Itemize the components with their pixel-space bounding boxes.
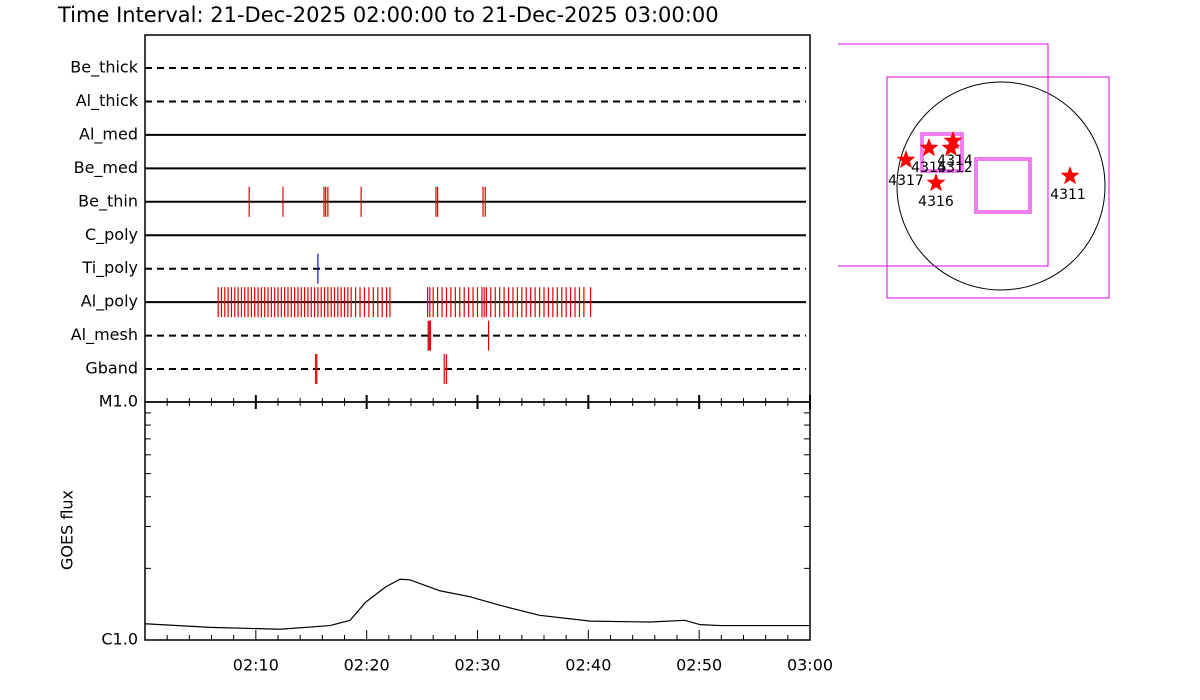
fov-box: [974, 157, 1032, 214]
fov-box: [886, 76, 1110, 299]
ar-star: [1060, 166, 1080, 185]
ar-star: [919, 138, 939, 157]
chart-title: Time Interval: 21-Dec-2025 02:00:00 to 2…: [57, 3, 719, 27]
timeline-frame: [144, 34, 811, 403]
x-tick-label: 02:30: [454, 656, 500, 675]
fov-box: [976, 159, 1030, 212]
row-label: Al_med: [79, 124, 138, 144]
ar-label: 4315: [911, 160, 947, 176]
fov-box: [922, 134, 962, 171]
ar-label: 4317: [888, 173, 924, 189]
fov-box: [838, 43, 1049, 267]
ar-label: 4316: [918, 194, 954, 210]
row-label: Ti_poly: [81, 258, 138, 278]
fov-box: [920, 132, 964, 173]
row-label: Gband: [85, 359, 138, 378]
y-tick-label: C1.0: [101, 630, 138, 649]
ar-label: 4314: [937, 153, 973, 169]
y-axis-label: GOES flux: [58, 490, 77, 570]
row-label: Al_poly: [81, 292, 138, 312]
x-tick-label: 02:50: [676, 656, 722, 675]
ar-label: 4312: [937, 160, 973, 176]
ar-star: [896, 150, 916, 169]
row-label: C_poly: [85, 225, 138, 245]
row-label: Be_med: [74, 158, 138, 178]
x-tick-label: 02:40: [565, 656, 611, 675]
ar-star: [926, 173, 946, 192]
ar-label: 4311: [1050, 187, 1086, 203]
x-tick-label: 02:20: [344, 656, 390, 675]
goes-curve: [144, 578, 810, 630]
x-tick-label: 03:00: [787, 656, 833, 675]
ar-star: [941, 138, 961, 157]
solar-disk: [896, 81, 1106, 291]
row-label: Be_thin: [78, 191, 138, 211]
row-label: Al_thick: [76, 91, 139, 111]
row-label: Be_thick: [70, 58, 138, 78]
row-label: Al_mesh: [71, 325, 138, 345]
goes-frame: [144, 401, 811, 641]
ar-star: [943, 131, 963, 150]
x-tick-label: 02:10: [233, 656, 279, 675]
y-tick-label: M1.0: [99, 392, 138, 411]
